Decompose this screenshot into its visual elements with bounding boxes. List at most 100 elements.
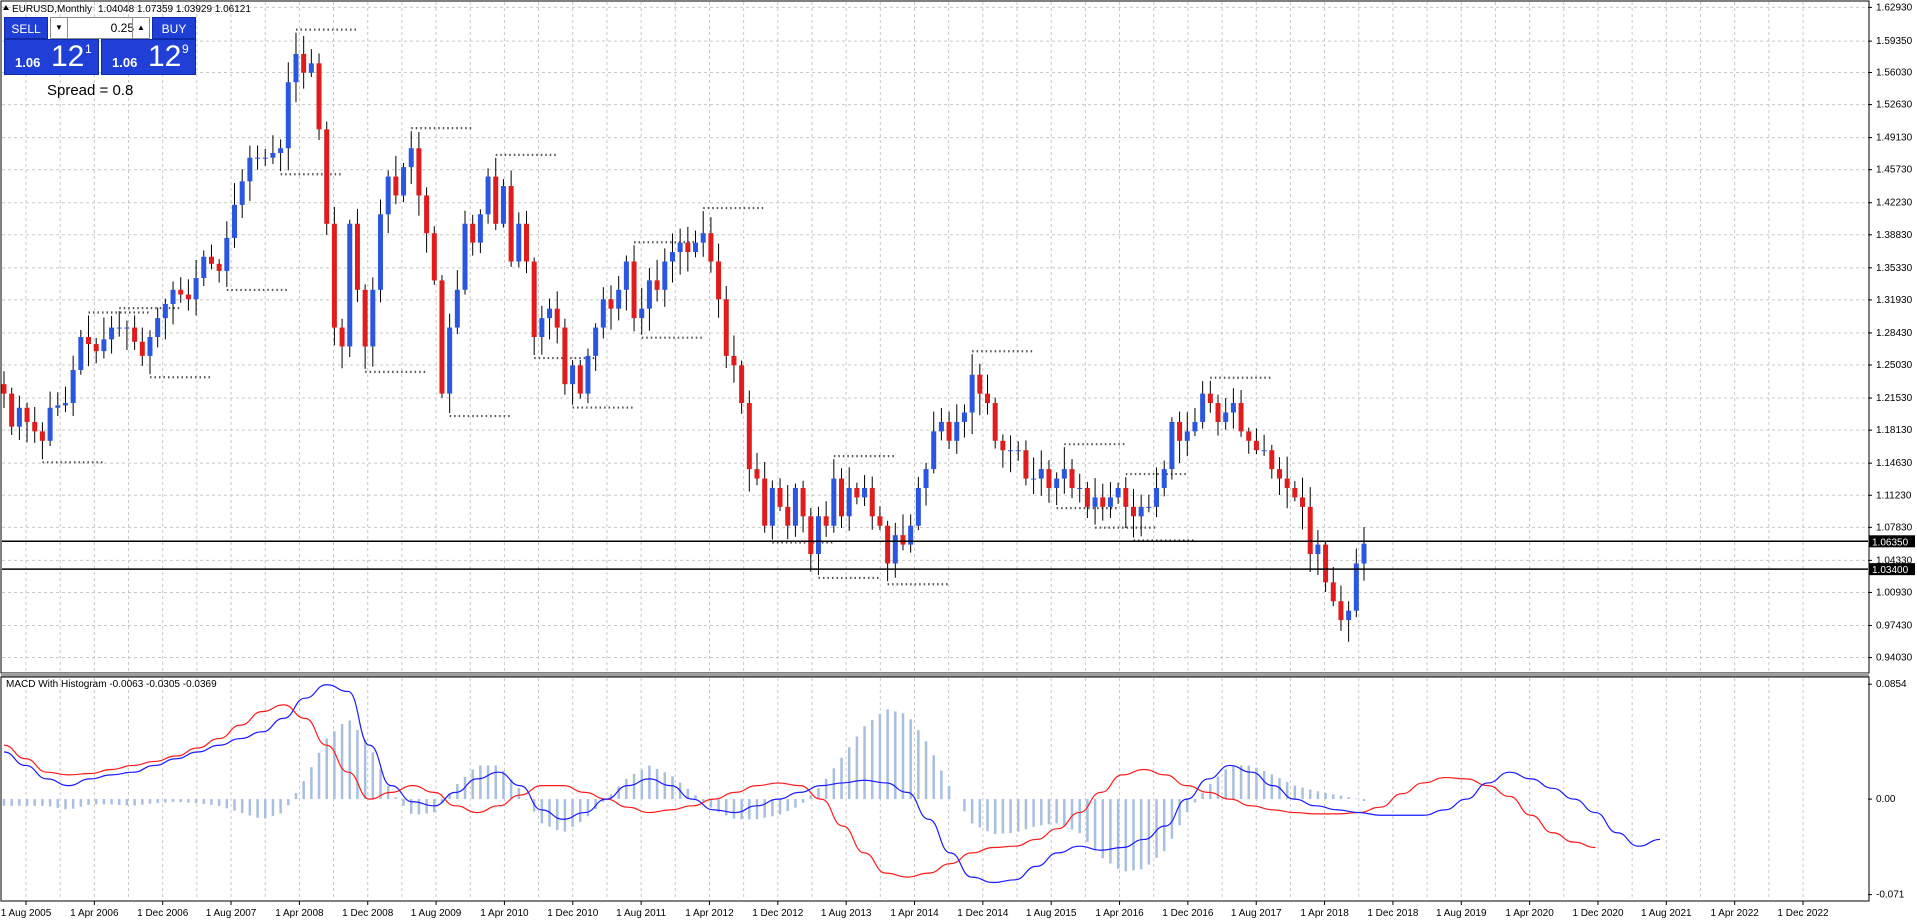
sell-price-button[interactable]: 1.06 12 1: [4, 39, 99, 75]
bear-candle: [139, 341, 145, 356]
bear-candle: [493, 176, 499, 224]
bull-candle: [516, 223, 522, 262]
bull-candle: [55, 405, 61, 408]
time-tick-label: 1 Aug 2017: [1231, 908, 1282, 919]
price-chart-area[interactable]: [0, 0, 1870, 674]
candlesticks: [1, 32, 1367, 642]
bear-candle: [1069, 469, 1075, 488]
symbol-title: EURUSD,Monthly: [12, 4, 92, 15]
bull-candle: [370, 289, 376, 347]
bull-candle: [662, 261, 668, 290]
bear-candle: [1253, 440, 1259, 451]
bear-candle: [885, 525, 891, 564]
time-tick-label: 1 Apr 2012: [685, 908, 734, 919]
bear-candle: [1046, 469, 1052, 488]
bear-candle: [746, 403, 752, 470]
bull-candle: [262, 157, 268, 159]
time-tick-label: 1 Apr 2010: [480, 908, 529, 919]
bull-candle: [769, 487, 775, 526]
bull-candle: [969, 374, 975, 413]
bull-candle: [1315, 544, 1321, 555]
bull-candle: [1038, 469, 1044, 479]
bull-candle: [408, 148, 414, 168]
price-tick-label: 1.56030: [1876, 67, 1913, 78]
bull-candle: [1261, 450, 1267, 452]
price-tick-label: 1.28430: [1876, 328, 1913, 339]
buy-price-main: 12: [148, 40, 182, 73]
bear-candle: [86, 337, 92, 345]
bear-candle: [877, 516, 883, 526]
bear-candle: [439, 280, 445, 394]
price-tick-label: 1.45730: [1876, 165, 1913, 176]
bull-candle: [908, 525, 914, 545]
sell-button[interactable]: SELL: [4, 17, 48, 39]
time-tick-label: 1 Aug 2009: [411, 908, 462, 919]
bear-candle: [531, 261, 537, 337]
bear-candle: [554, 308, 560, 328]
bull-candle: [1138, 506, 1144, 517]
indicator-title: MACD With Histogram -0.0063 -0.0305 -0.0…: [6, 679, 217, 690]
bear-candle: [1084, 487, 1090, 507]
bull-candle: [239, 181, 245, 205]
price-tick-label: 1.11230: [1876, 490, 1912, 501]
bear-candle: [24, 407, 30, 422]
bull-candle: [70, 370, 76, 404]
bear-candle: [339, 327, 345, 347]
bull-candle: [109, 327, 115, 340]
bull-candle: [155, 318, 161, 337]
bear-candle: [1, 384, 7, 394]
time-tick-label: 1 Aug 2021: [1641, 908, 1692, 919]
bear-candle: [946, 421, 952, 441]
bear-candle: [754, 469, 760, 479]
bear-candle: [739, 365, 745, 404]
bull-candle: [1031, 478, 1037, 480]
time-tick-label: 1 Apr 2018: [1300, 908, 1349, 919]
chevron-up-icon[interactable]: ▲: [132, 18, 149, 38]
bear-candle: [854, 487, 860, 498]
indicator-area[interactable]: [0, 676, 1870, 902]
buy-price-button[interactable]: 1.06 12 9: [101, 39, 196, 75]
chevron-down-icon[interactable]: ▼: [51, 18, 68, 38]
bull-candle: [401, 167, 407, 196]
time-tick-label: 1 Apr 2016: [1095, 908, 1144, 919]
bull-candle: [124, 327, 130, 329]
time-axis: 1 Aug 2005 1 Apr 2006 1 Dec 2006 1 Aug 2007…: [1, 901, 1829, 919]
bull-candle: [600, 299, 606, 328]
level-label: 1.06350: [1872, 537, 1909, 548]
bull-candle: [539, 318, 545, 337]
price-tick-label: 1.25030: [1876, 360, 1913, 371]
fractal-markers: [42, 28, 1271, 586]
price-tick-label: 0.94030: [1876, 653, 1913, 664]
bull-candle: [447, 327, 453, 394]
signal-line: [3, 704, 1596, 878]
bear-candle: [354, 223, 360, 290]
lot-size-input[interactable]: [68, 19, 136, 37]
bull-candle: [570, 365, 576, 385]
bull-candle: [547, 308, 553, 319]
bear-candle: [324, 129, 330, 224]
bull-candle: [247, 157, 253, 182]
bull-candle: [485, 176, 491, 215]
bear-candle: [93, 344, 99, 352]
bull-candle: [1361, 543, 1367, 564]
price-tick-label: 1.62930: [1876, 2, 1913, 13]
bear-candle: [869, 487, 875, 517]
bear-candle: [1292, 487, 1298, 498]
horizontal-lines[interactable]: 1.06350 1.03400: [2, 535, 1915, 576]
bear-candle: [708, 233, 714, 262]
indicator-tick-label: 0.00: [1876, 794, 1896, 805]
time-tick-label: 1 Apr 2022: [1710, 908, 1759, 919]
bear-candle: [39, 431, 45, 441]
bull-candle: [1346, 610, 1352, 621]
bear-candle: [416, 148, 422, 196]
bear-candle: [800, 487, 806, 517]
buy-price-prefix: 1.06: [112, 55, 138, 70]
pane-separator[interactable]: [1, 673, 1869, 677]
bull-candle: [162, 303, 168, 319]
bear-candle: [839, 478, 845, 517]
time-tick-label: 1 Dec 2018: [1367, 908, 1419, 919]
bull-candle: [1061, 469, 1067, 479]
bull-candle: [170, 289, 176, 304]
buy-button[interactable]: BUY: [152, 17, 196, 39]
